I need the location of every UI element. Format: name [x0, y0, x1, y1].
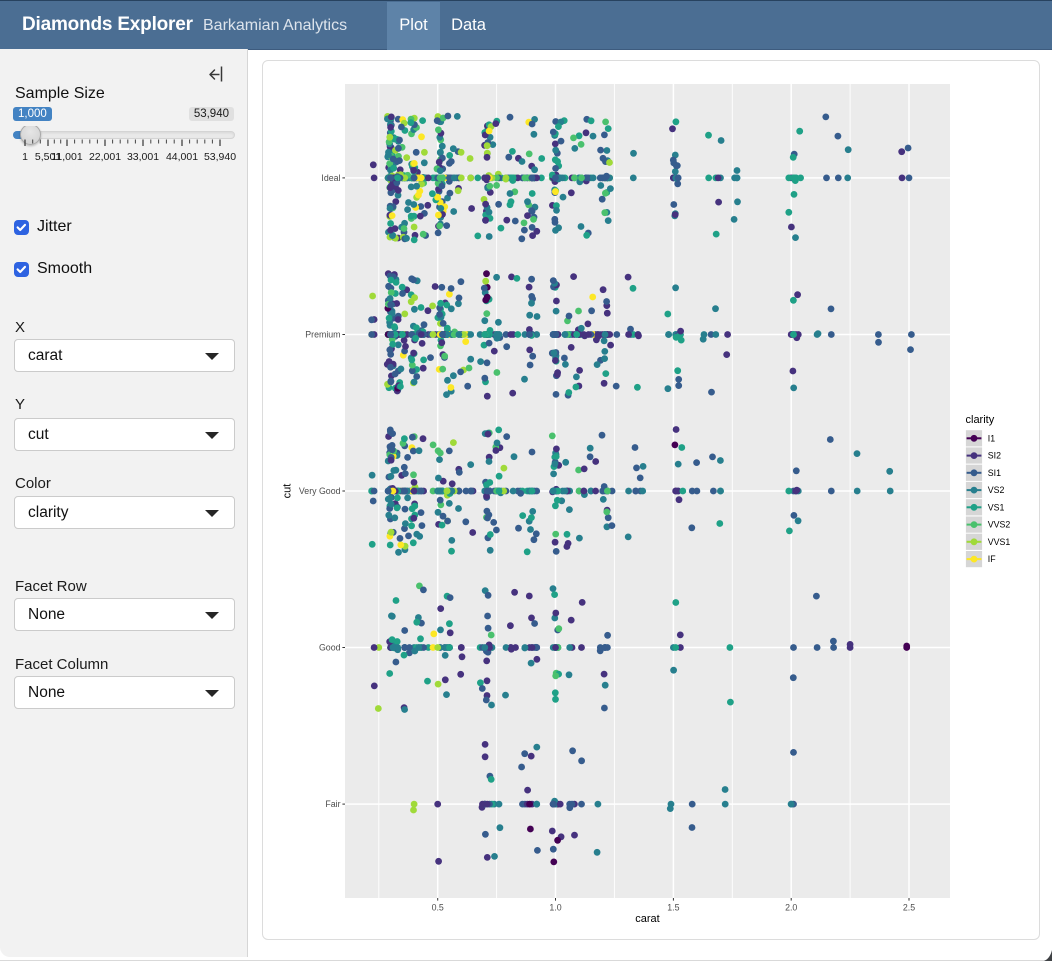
- svg-text:Premium: Premium: [305, 330, 340, 340]
- svg-text:1.0: 1.0: [549, 903, 561, 913]
- svg-text:Fair: Fair: [325, 799, 340, 809]
- svg-text:Good: Good: [319, 643, 341, 653]
- svg-text:carat: carat: [635, 913, 659, 925]
- svg-text:I1: I1: [988, 433, 995, 443]
- svg-text:SI2: SI2: [988, 451, 1001, 461]
- svg-text:VVS2: VVS2: [988, 520, 1011, 530]
- svg-text:VS1: VS1: [988, 502, 1005, 512]
- svg-text:1.5: 1.5: [667, 903, 679, 913]
- svg-text:VVS1: VVS1: [988, 537, 1011, 547]
- svg-text:Ideal: Ideal: [321, 173, 340, 183]
- svg-text:SI1: SI1: [988, 468, 1001, 478]
- svg-text:clarity: clarity: [966, 414, 995, 426]
- svg-text:2.5: 2.5: [903, 903, 915, 913]
- svg-text:2.0: 2.0: [785, 903, 797, 913]
- svg-text:0.5: 0.5: [432, 903, 444, 913]
- svg-text:IF: IF: [988, 554, 996, 564]
- svg-text:Very Good: Very Good: [299, 486, 341, 496]
- svg-text:VS2: VS2: [988, 485, 1005, 495]
- svg-text:cut: cut: [282, 484, 294, 499]
